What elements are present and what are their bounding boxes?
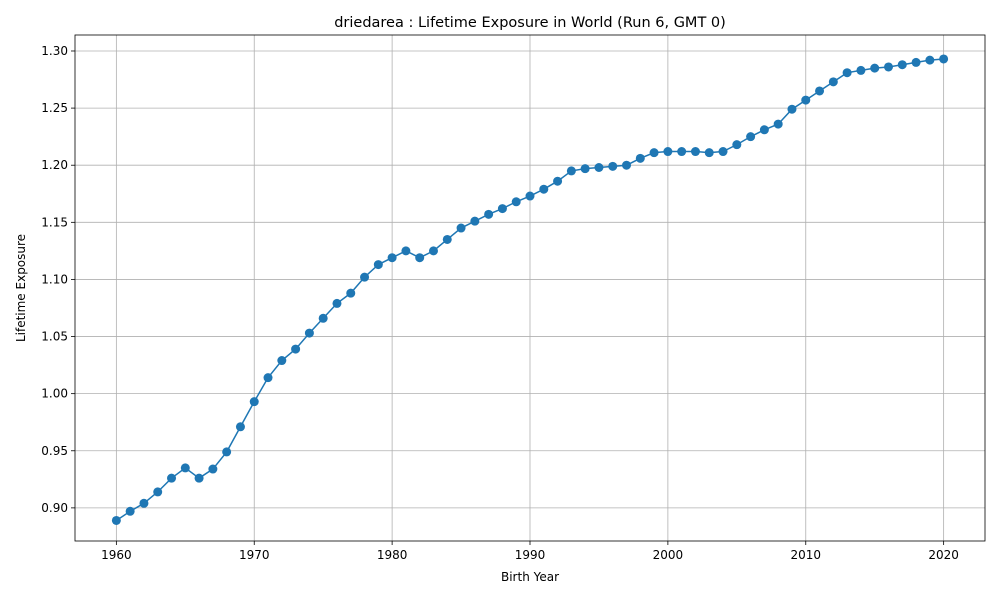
y-tick-label: 1.30 [41,44,68,58]
data-point [553,176,563,186]
y-axis-label: Lifetime Exposure [14,234,28,342]
data-point [911,57,921,67]
data-point [332,298,342,308]
data-point [208,464,218,474]
y-tick-label: 1.20 [41,158,68,172]
data-point [263,373,273,383]
data-point [870,63,880,73]
data-point [635,153,645,163]
data-point [346,288,356,298]
data-point [222,447,232,457]
data-point [194,473,204,483]
data-point [249,397,259,407]
y-tick-label: 1.00 [41,387,68,401]
data-point [677,147,687,157]
x-axis: 1960 1970 1980 1990 2000 2010 2020 [101,541,959,562]
data-point [842,68,852,78]
data-point [125,506,135,516]
x-tick-label: 1970 [239,548,270,562]
data-point [732,140,742,150]
grid-lines [75,35,985,541]
data-point [428,246,438,256]
data-point [815,86,825,96]
y-tick-label: 0.95 [41,444,68,458]
data-point [318,313,328,323]
y-tick-label: 1.10 [41,272,68,286]
y-axis: 0.90 0.95 1.00 1.05 1.10 1.15 1.20 1.25 1.30 [41,44,75,515]
x-tick-label: 1960 [101,548,132,562]
data-point [456,223,466,233]
data-point [415,253,425,263]
data-point [663,147,673,157]
data-point [594,162,604,172]
data-point [525,191,535,201]
y-tick-label: 0.90 [41,501,68,515]
data-point [580,164,590,174]
y-tick-label: 1.25 [41,101,68,115]
data-point [718,147,728,157]
data-point [387,253,397,263]
data-point [759,125,769,135]
data-point [622,160,632,170]
data-point [787,104,797,114]
x-axis-label: Birth Year [501,570,559,584]
data-point [484,209,494,219]
data-point [939,54,949,64]
data-point [235,422,245,432]
data-point [649,148,659,158]
data-point [180,463,190,473]
data-point [883,62,893,72]
data-point [801,95,811,105]
data-point [139,498,149,508]
data-point [111,515,121,525]
data-point [856,65,866,75]
data-point [277,356,287,366]
y-tick-label: 1.05 [41,330,68,344]
data-point [167,473,177,483]
y-tick-label: 1.15 [41,215,68,229]
data-point [360,272,370,282]
data-point [539,184,549,194]
data-point [442,234,452,244]
data-point [401,246,411,256]
data-point [897,60,907,70]
data-point [497,204,507,214]
data-point [291,344,301,354]
series-layer [111,54,949,525]
chart-title: driedarea : Lifetime Exposure in World (… [334,15,726,31]
x-tick-label: 2000 [653,548,684,562]
data-point [773,119,783,129]
data-point [470,216,480,226]
data-point [373,260,383,270]
x-tick-label: 2020 [928,548,959,562]
data-point [153,487,163,497]
data-point [608,161,618,171]
data-point [828,77,838,87]
data-point [566,166,576,176]
x-tick-label: 2010 [790,548,821,562]
x-tick-label: 1980 [377,548,408,562]
data-point [746,132,756,142]
data-point [704,148,714,158]
data-point [925,55,935,65]
data-point [511,197,521,207]
x-tick-label: 1990 [515,548,546,562]
data-point [304,328,314,338]
data-point [690,147,700,157]
